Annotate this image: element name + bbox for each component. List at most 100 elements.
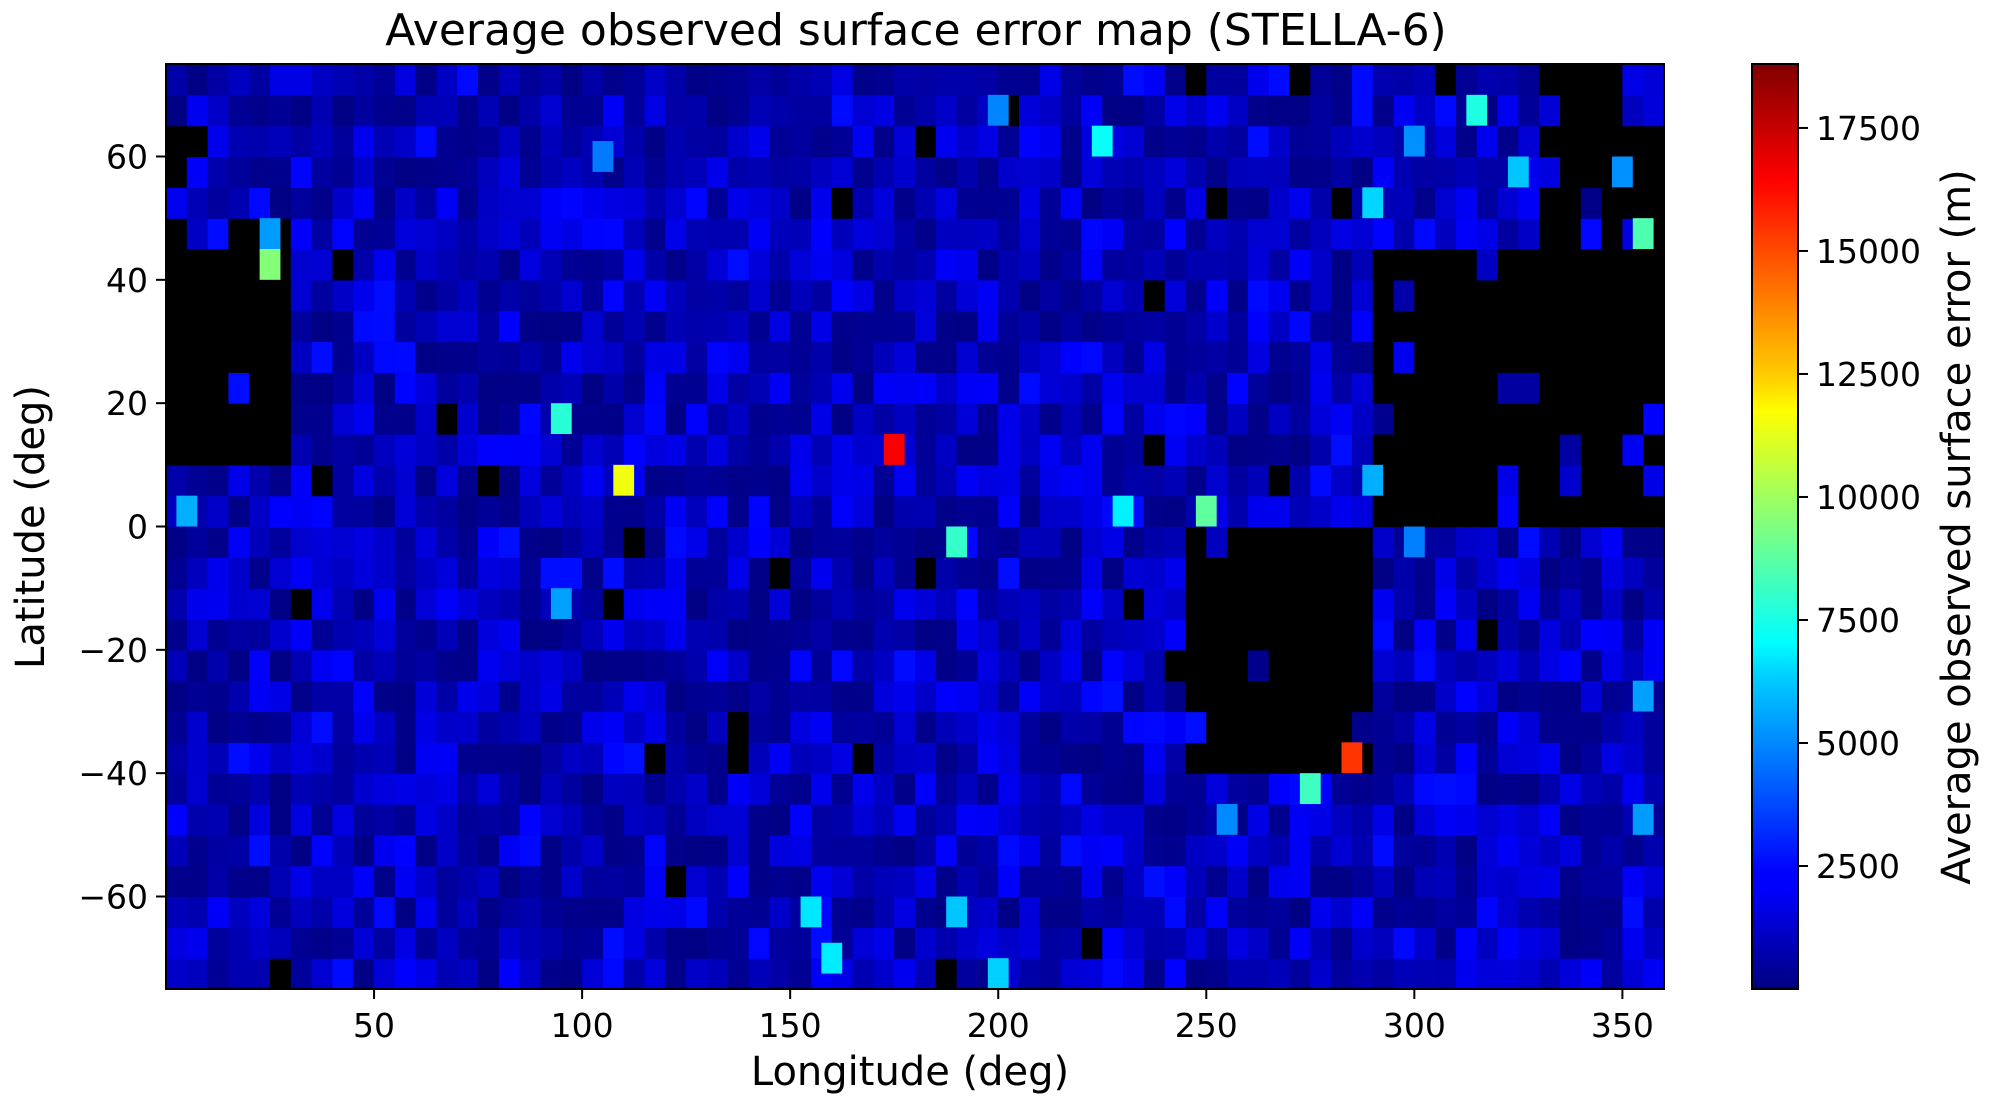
heatmap-cell: [186, 64, 209, 96]
heatmap-cell: [394, 804, 417, 836]
heatmap-cell: [790, 804, 812, 836]
heatmap-cell: [332, 896, 354, 928]
heatmap-cell: [1580, 927, 1603, 959]
heatmap-cell: [311, 896, 334, 928]
heatmap-cell: [644, 125, 666, 158]
heatmap-cell: [582, 94, 604, 127]
heatmap-cell: [665, 310, 687, 343]
heatmap-cell: [1331, 310, 1353, 343]
heatmap-cell: [665, 495, 687, 528]
heatmap-cell: [228, 773, 250, 805]
heatmap-cell: [415, 711, 438, 743]
heatmap-cell: [1414, 372, 1436, 404]
heatmap-cell: [1019, 773, 1041, 805]
heatmap-cell: [665, 464, 687, 497]
heatmap-cell: [1227, 773, 1249, 805]
heatmap-cell: [1060, 464, 1083, 497]
heatmap-cell: [706, 588, 729, 620]
heatmap-cell: [1060, 94, 1083, 127]
heatmap-cell: [290, 588, 313, 620]
heatmap-cell: [748, 372, 770, 404]
heatmap-cell: [810, 588, 833, 620]
heatmap-cell: [935, 619, 958, 651]
heatmap-cell: [1518, 526, 1540, 558]
heatmap-cell: [790, 588, 812, 620]
heatmap-cell: [1331, 804, 1353, 836]
heatmap-cell: [436, 557, 458, 589]
heatmap-cell: [1372, 125, 1395, 158]
heatmap-cell: [353, 804, 375, 836]
heatmap-cell: [977, 156, 999, 188]
heatmap-hotspot-cell: [1362, 464, 1384, 496]
heatmap-cell: [311, 742, 334, 774]
heatmap-cell: [1081, 64, 1103, 96]
heatmap-cell: [519, 649, 542, 682]
heatmap-cell: [290, 834, 313, 867]
heatmap-cell: [457, 310, 479, 343]
heatmap-cell: [374, 865, 396, 898]
heatmap-cell: [998, 341, 1020, 373]
heatmap-cell: [810, 526, 833, 558]
heatmap-cell: [623, 249, 646, 281]
heatmap-cell: [1559, 711, 1582, 743]
heatmap-cell: [1227, 557, 1249, 589]
heatmap-cell: [1435, 804, 1457, 836]
heatmap-cell: [790, 834, 812, 867]
x-tick-label: 50: [353, 1006, 395, 1045]
heatmap-cell: [810, 249, 833, 281]
heatmap-cell: [894, 187, 916, 219]
heatmap-cell: [790, 865, 812, 898]
heatmap-cell: [1372, 156, 1395, 188]
heatmap-cell: [1227, 279, 1249, 312]
heatmap-cell: [686, 403, 708, 435]
heatmap-cell: [1331, 927, 1353, 959]
heatmap-cell: [478, 526, 500, 558]
heatmap-cell: [1019, 372, 1041, 404]
heatmap-cell: [1559, 403, 1582, 435]
heatmap-cell: [1414, 804, 1436, 836]
heatmap-cell: [1643, 125, 1665, 158]
heatmap-cell: [831, 526, 854, 558]
heatmap-cell: [166, 187, 188, 219]
heatmap-cell: [374, 680, 396, 713]
heatmap-cell: [1227, 434, 1249, 466]
heatmap-cell: [332, 372, 354, 404]
heatmap-cell: [1580, 557, 1603, 589]
heatmap-cell: [1143, 834, 1166, 867]
heatmap-cell: [207, 434, 230, 466]
heatmap-cell: [623, 341, 646, 373]
heatmap-cell: [478, 94, 500, 127]
heatmap-cell: [873, 94, 895, 127]
heatmap-cell: [1601, 804, 1623, 836]
heatmap-cell: [353, 958, 375, 990]
heatmap-cell: [1455, 958, 1478, 990]
heatmap-cell: [1643, 927, 1665, 959]
heatmap-cell: [166, 526, 188, 558]
heatmap-cell: [1081, 526, 1103, 558]
heatmap-cell: [956, 403, 979, 435]
heatmap-cell: [977, 680, 999, 713]
heatmap-cell: [582, 619, 604, 651]
heatmap-cell: [290, 495, 313, 528]
heatmap-cell: [1539, 341, 1561, 373]
heatmap-cell: [186, 279, 209, 312]
heatmap-cell: [1310, 804, 1332, 836]
heatmap-cell: [353, 187, 375, 219]
heatmap-cell: [270, 834, 292, 867]
heatmap-cell: [1559, 896, 1582, 928]
heatmap-cell: [831, 64, 854, 96]
heatmap-cell: [1476, 649, 1499, 682]
heatmap-cell: [623, 218, 646, 250]
heatmap-cell: [769, 773, 791, 805]
heatmap-cell: [249, 742, 271, 774]
heatmap-cell: [1206, 218, 1228, 250]
heatmap-cell: [394, 526, 417, 558]
heatmap-cell: [602, 773, 625, 805]
heatmap-cell: [1414, 557, 1436, 589]
heatmap-cell: [1247, 187, 1270, 219]
heatmap-cell: [831, 310, 854, 343]
heatmap-cell: [1185, 403, 1207, 435]
heatmap-cell: [1164, 64, 1187, 96]
heatmap-cell: [1559, 495, 1582, 528]
heatmap-cell: [1310, 464, 1332, 497]
